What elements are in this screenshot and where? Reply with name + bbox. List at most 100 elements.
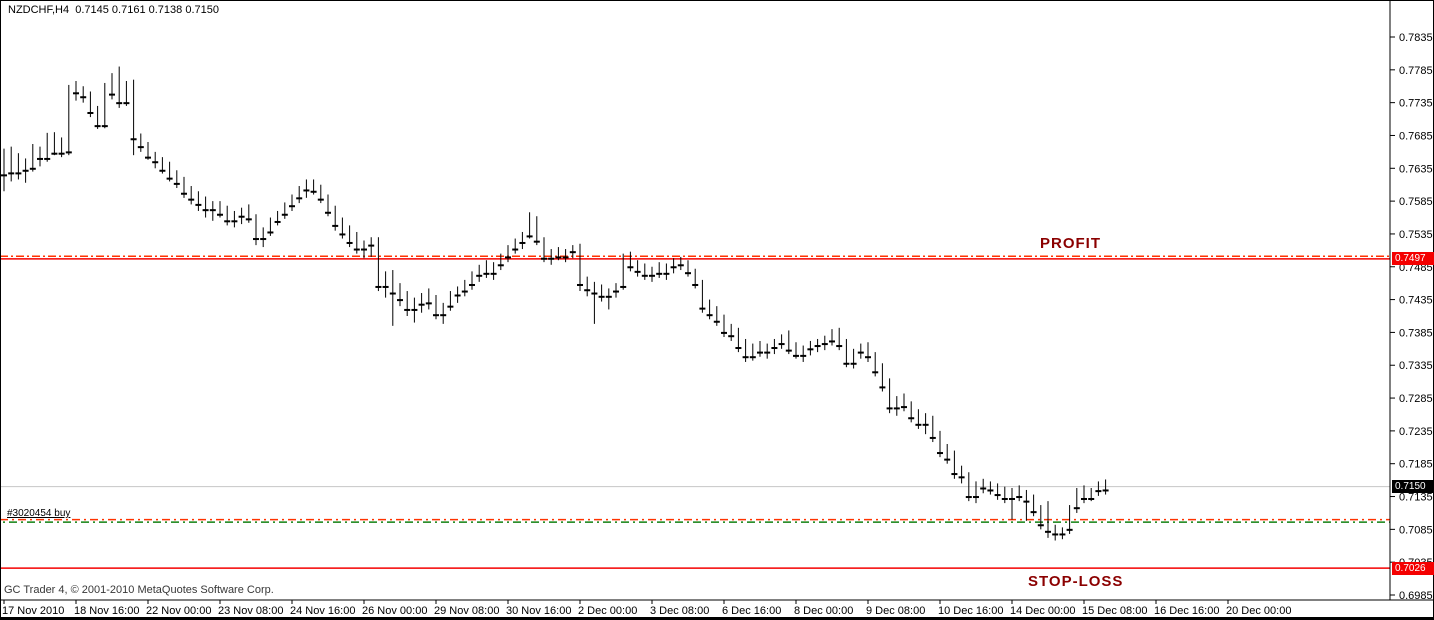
bear-candle-body <box>116 102 123 105</box>
bull-candle-body <box>440 314 447 317</box>
bull-candle-body <box>44 157 51 160</box>
time-axis-label: 23 Nov 08:00 <box>218 605 283 617</box>
bull-candle-body <box>1 174 7 177</box>
bear-candle-body <box>152 161 159 164</box>
bull-candle-body <box>569 251 576 254</box>
price-axis-label: 0.7785 <box>1399 65 1433 77</box>
time-axis-label: 2 Dec 00:00 <box>578 605 637 617</box>
bear-candle-body <box>598 295 605 298</box>
time-axis-label: 22 Nov 00:00 <box>146 605 211 617</box>
bear-candle-body <box>641 274 648 277</box>
bear-candle-body <box>404 308 411 311</box>
price-axis-label: 0.7185 <box>1399 459 1433 471</box>
stop-loss-annotation: STOP-LOSS <box>1028 573 1124 590</box>
bear-candle-body <box>1030 511 1037 514</box>
bear-candle-body <box>80 96 87 99</box>
bear-candle-body <box>375 285 382 288</box>
bear-candle-body <box>987 489 994 492</box>
bear-candle-body <box>735 347 742 350</box>
time-axis-label: 10 Dec 16:00 <box>938 605 1003 617</box>
bear-candle-body <box>692 283 699 286</box>
bear-candle-body <box>1016 496 1023 499</box>
bear-candle-body <box>994 494 1001 497</box>
bear-candle-body <box>202 209 209 212</box>
window-frame-bottom <box>0 617 1434 620</box>
bear-candle-body <box>1001 497 1008 500</box>
bear-candle-body <box>353 248 360 251</box>
bull-candle-body <box>65 151 72 154</box>
bull-candle-body <box>512 248 519 251</box>
bear-candle-body <box>577 283 583 286</box>
price-axis-label: 0.7535 <box>1399 229 1433 241</box>
price-axis-label: 0.7585 <box>1399 196 1433 208</box>
price-axis-label: 0.6985 <box>1399 590 1433 602</box>
bear-candle-body <box>584 289 591 292</box>
time-axis-label: 14 Dec 00:00 <box>1010 605 1075 617</box>
bull-candle-body <box>58 152 65 155</box>
bear-candle-body <box>51 152 58 155</box>
time-axis-label: 6 Dec 16:00 <box>722 605 781 617</box>
bear-candle-body <box>555 256 562 259</box>
bear-candle-body <box>965 496 972 499</box>
price-axis-label: 0.7135 <box>1399 492 1433 504</box>
bear-candle-body <box>317 198 324 201</box>
bear-candle-body <box>397 299 403 302</box>
bull-candle-body <box>562 256 569 259</box>
bull-candle-body <box>1059 533 1066 536</box>
bull-candle-body <box>670 266 677 269</box>
bull-candle-body <box>274 220 281 223</box>
time-axis-label: 3 Dec 08:00 <box>650 605 709 617</box>
bear-candle-body <box>699 307 706 310</box>
bear-candle-body <box>591 292 598 295</box>
bull-candle-body <box>490 272 497 275</box>
bear-candle-body <box>346 241 353 244</box>
bear-candle-body <box>872 371 879 374</box>
bull-candle-body <box>1066 528 1073 531</box>
bull-candle-body <box>829 340 835 343</box>
bull-candle-body <box>22 169 29 172</box>
bull-candle-body <box>461 290 468 293</box>
bear-candle-body <box>865 356 871 359</box>
bear-candle-body <box>541 257 547 260</box>
bull-candle-body <box>361 248 367 251</box>
stop-loss-price-badge: 0.7026 <box>1392 561 1434 575</box>
bull-candle-body <box>807 348 814 351</box>
bear-candle-body <box>188 198 195 201</box>
bear-candle-body <box>980 487 987 490</box>
open-order-label[interactable]: #3020454 buy <box>7 508 71 519</box>
profit-annotation: PROFIT <box>1040 235 1101 252</box>
bear-candle-body <box>656 272 663 275</box>
bear-candle-body <box>634 270 641 273</box>
price-axis-label: 0.7385 <box>1399 327 1433 339</box>
bull-candle-body <box>922 423 929 426</box>
bull-candle-body <box>1088 497 1095 500</box>
price-axis-label: 0.7285 <box>1399 393 1433 405</box>
bull-candle-body <box>778 343 785 346</box>
time-axis-label: 8 Dec 00:00 <box>794 605 853 617</box>
bear-candle-body <box>1023 500 1030 503</box>
time-axis-label: 9 Dec 08:00 <box>866 605 925 617</box>
bull-candle-body <box>893 407 900 410</box>
bull-candle-body <box>497 264 504 267</box>
bear-candle-body <box>757 351 763 354</box>
bull-candle-body <box>649 274 655 277</box>
bull-candle-body <box>368 244 375 247</box>
bear-candle-body <box>742 356 749 359</box>
bull-candle-body <box>29 167 36 170</box>
time-axis-label: 24 Nov 16:00 <box>290 605 355 617</box>
bear-candle-body <box>87 111 94 114</box>
time-axis-label: 15 Dec 08:00 <box>1082 605 1147 617</box>
current-price-badge: 0.7150 <box>1392 480 1434 494</box>
bull-candle-body <box>411 308 418 311</box>
price-axis-label: 0.7685 <box>1399 130 1433 142</box>
bull-candle-body <box>267 231 274 234</box>
bull-candle-body <box>1073 507 1080 510</box>
bear-candle-body <box>166 177 173 180</box>
time-axis-label: 17 Nov 2010 <box>2 605 64 617</box>
bull-candle-body <box>764 351 771 354</box>
bear-candle-body <box>483 272 490 275</box>
bear-candle-body <box>253 238 259 241</box>
bear-candle-body <box>685 272 691 275</box>
time-axis-label: 18 Nov 16:00 <box>74 605 139 617</box>
